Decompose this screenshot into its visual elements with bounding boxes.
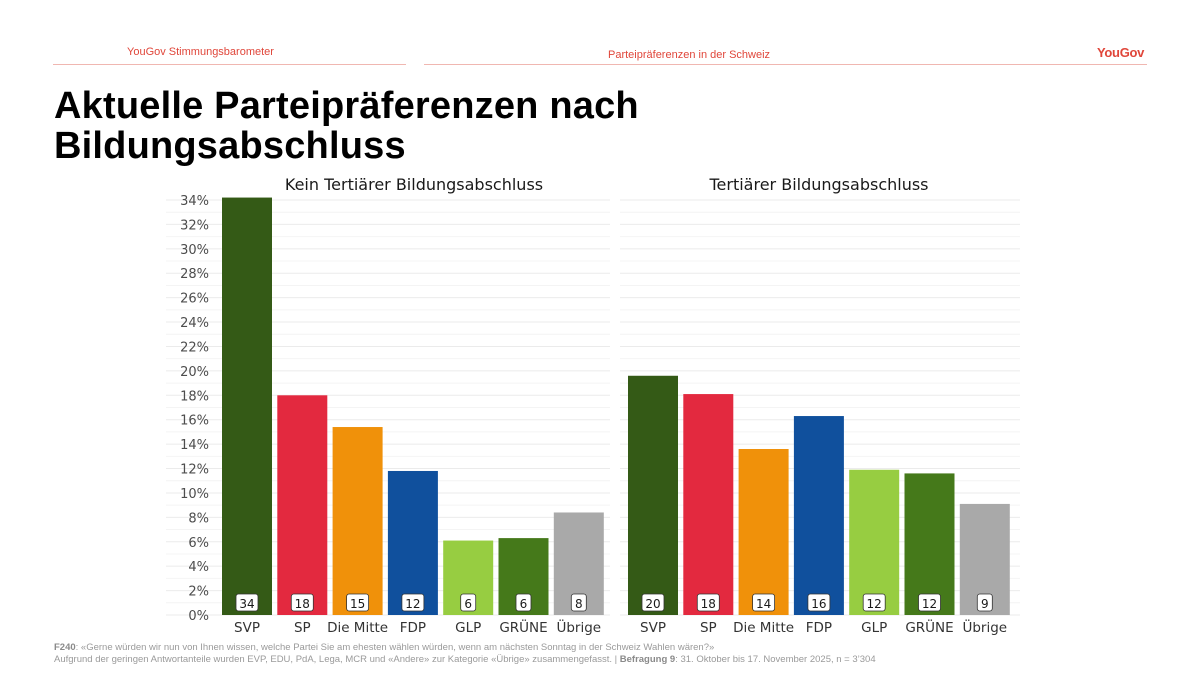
y-tick-label: 10% [180, 487, 209, 502]
data-label: 15 [350, 597, 365, 611]
y-tick-label: 32% [180, 218, 209, 233]
page-title-line1: Aktuelle Parteipräferenzen nach [54, 85, 639, 127]
bar [683, 394, 734, 615]
panel-title: Tertiärer Bildungsabschluss [708, 175, 928, 194]
panel-title: Kein Tertiärer Bildungsabschluss [285, 175, 543, 194]
header-divider-right [424, 64, 1147, 65]
data-label: 9 [981, 597, 989, 611]
x-tick-label: SVP [234, 620, 260, 636]
y-tick-label: 8% [188, 511, 209, 526]
y-tick-label: 30% [180, 243, 209, 258]
data-label: 20 [645, 597, 660, 611]
y-tick-label: 16% [180, 414, 209, 429]
x-tick-label: Übrige [962, 618, 1007, 636]
data-label-box [346, 593, 370, 612]
x-tick-label: GRÜNE [499, 618, 547, 636]
y-tick-label: 2% [188, 585, 209, 600]
y-tick-label: 22% [180, 340, 209, 355]
footnote-question-text: : «Gerne würden wir nun von Ihnen wissen… [75, 642, 715, 653]
x-tick-label: SVP [640, 620, 666, 636]
data-label: 6 [520, 597, 528, 611]
bar [904, 473, 955, 615]
y-tick-label: 0% [188, 609, 209, 624]
x-tick-label: SP [294, 620, 311, 636]
bar [332, 427, 383, 615]
x-tick-label: Die Mitte [327, 620, 388, 636]
y-tick-label: 14% [180, 438, 209, 453]
bar [793, 416, 844, 615]
data-label: 16 [811, 597, 826, 611]
bar [849, 469, 900, 615]
page-title: Aktuelle Parteipräferenzen nach Bildungs… [54, 86, 954, 166]
x-tick-label: GLP [861, 620, 887, 636]
data-label: 14 [756, 597, 771, 611]
data-label-box [570, 593, 587, 612]
bar [628, 375, 678, 615]
y-tick-label: 24% [180, 316, 209, 331]
x-tick-label: GRÜNE [905, 618, 953, 636]
footnote-question-code: F240 [54, 642, 76, 653]
data-label-box [515, 593, 532, 612]
data-label: 6 [464, 597, 472, 611]
data-label-box [460, 593, 477, 612]
data-label-box [696, 593, 720, 612]
header-divider-left [53, 64, 406, 65]
data-label-box [862, 593, 886, 612]
bar [738, 449, 789, 615]
data-label-box [918, 593, 941, 612]
data-label-box [290, 593, 314, 612]
data-label-box [401, 593, 425, 612]
y-tick-label: 26% [180, 292, 209, 307]
y-tick-label: 20% [180, 365, 209, 380]
data-label: 34 [239, 597, 254, 611]
page-title-line2: Bildungsabschluss [54, 125, 406, 167]
y-tick-label: 4% [188, 560, 209, 575]
data-label: 18 [295, 597, 310, 611]
data-label-box [976, 593, 993, 612]
header-survey-name: YouGov Stimmungsbarometer [127, 46, 274, 58]
footnote-question: F240: «Gerne würden wir nun von Ihnen wi… [54, 642, 714, 653]
x-tick-label: Übrige [556, 618, 601, 636]
bar [277, 395, 328, 615]
y-tick-label: 18% [180, 389, 209, 404]
data-label-box [752, 593, 775, 612]
y-tick-label: 34% [180, 194, 209, 209]
x-tick-label: GLP [455, 620, 481, 636]
y-tick-label: 6% [188, 536, 209, 551]
footnote-note-text: Aufgrund der geringen Antwortanteile wur… [54, 654, 620, 665]
footnote-survey-label: Befragung 9 [619, 654, 676, 665]
y-tick-label: 12% [180, 463, 209, 478]
x-tick-label: FDP [806, 620, 832, 636]
bar [387, 470, 438, 615]
x-tick-label: Die Mitte [733, 620, 794, 636]
y-tick-label: 28% [180, 267, 209, 282]
data-label-box [641, 593, 665, 612]
footnote-survey-text: : 31. Oktober bis 17. November 2025, n =… [675, 654, 876, 665]
data-label: 12 [405, 597, 420, 611]
data-label-box [235, 593, 259, 612]
data-label: 18 [701, 597, 716, 611]
footnote-note: Aufgrund der geringen Antwortanteile wur… [54, 654, 876, 665]
x-tick-label: SP [700, 620, 717, 636]
data-label: 12 [867, 597, 882, 611]
data-label: 12 [922, 597, 937, 611]
data-label-box [807, 593, 831, 612]
yougov-logo: YouGov [1097, 45, 1145, 60]
x-tick-label: FDP [400, 620, 426, 636]
header-topic: Parteipräferenzen in der Schweiz [608, 49, 771, 61]
data-label: 8 [575, 597, 583, 611]
bar [222, 197, 272, 615]
